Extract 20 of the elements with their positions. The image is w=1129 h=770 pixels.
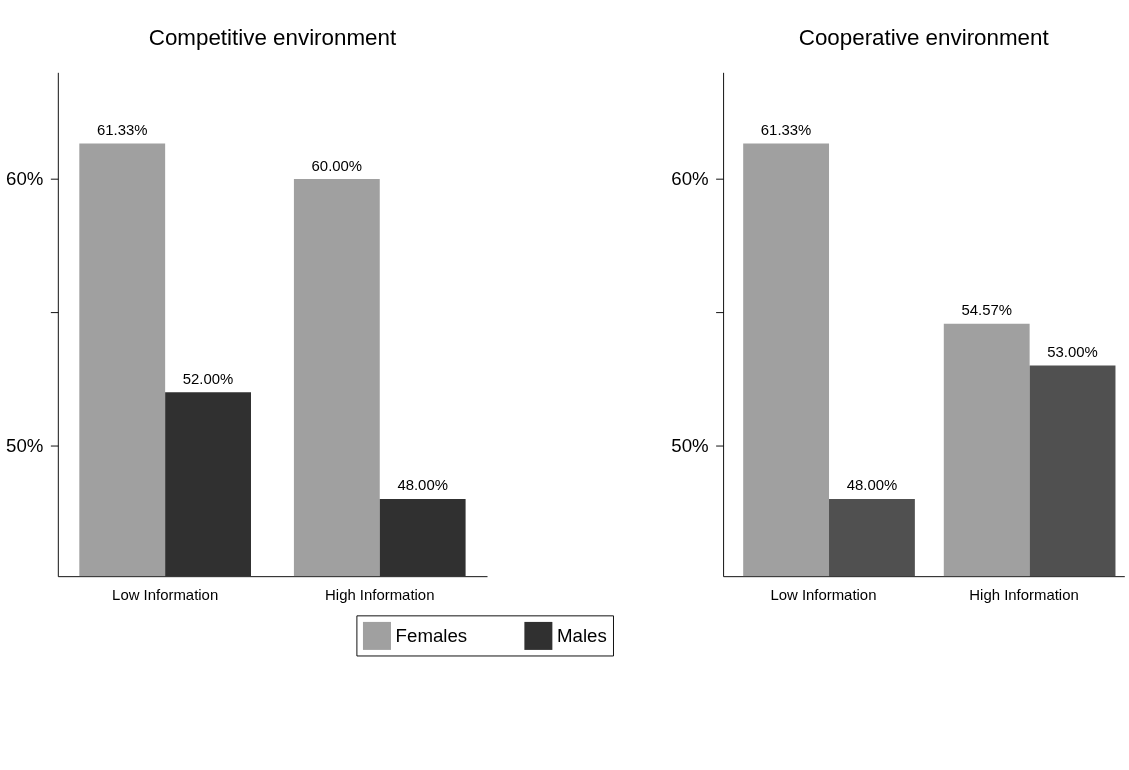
data-label: 53.00% — [1047, 343, 1098, 361]
x-tick-label: High Information — [969, 585, 1079, 603]
x-tick-label: High Information — [325, 585, 435, 603]
data-label: 60.00% — [311, 156, 363, 174]
chart-title: Cooperative environment — [798, 25, 1050, 51]
y-tick-label: 60% — [671, 168, 709, 190]
data-label: 48.00% — [846, 476, 898, 494]
data-label: 48.00% — [397, 476, 448, 494]
x-tick-label: Low Information — [770, 585, 877, 603]
y-tick-label: 50% — [671, 434, 709, 456]
data-label: 61.33% — [760, 121, 812, 139]
x-tick-label: Low Information — [112, 585, 219, 603]
legend-label: Males — [557, 624, 607, 646]
legend-label: Females — [395, 624, 468, 646]
data-label: 52.00% — [182, 369, 234, 387]
y-tick-label: 50% — [6, 434, 44, 456]
data-label: 61.33% — [96, 121, 148, 139]
y-tick-label: 60% — [6, 168, 44, 190]
chart-title: Competitive environment — [148, 25, 397, 51]
data-label: 54.57% — [961, 301, 1012, 319]
